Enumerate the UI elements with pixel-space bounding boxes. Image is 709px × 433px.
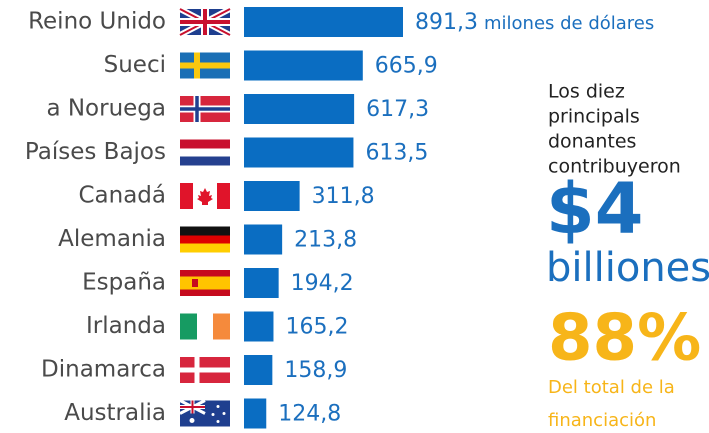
value-label: 213,8 (294, 228, 357, 253)
bar (244, 311, 274, 342)
summary-line: contribuyeron (548, 156, 681, 178)
summary-share-line: Del total de la (548, 377, 675, 398)
category-label: Sueci (104, 52, 166, 78)
value-label: 665,9 (375, 54, 438, 79)
value-label: 158,9 (284, 358, 347, 383)
flag-es (180, 270, 230, 296)
unit-label: milones de dólares (484, 13, 654, 34)
summary-amount: $4 (546, 168, 643, 250)
flag-no (180, 96, 230, 122)
value-label: 891,3 (415, 10, 478, 35)
summary-line: donantes (548, 131, 636, 153)
bar (244, 137, 354, 168)
category-label: Australia (64, 400, 166, 426)
flags (178, 6, 232, 427)
value-label: 617,3 (366, 97, 429, 122)
flag-nl (180, 139, 230, 166)
bar (244, 181, 300, 211)
bar (244, 50, 363, 81)
summary-amount-unit: billiones (546, 245, 709, 291)
summary-line: Los diez (548, 81, 625, 103)
category-label: Dinamarca (41, 357, 166, 383)
bar (244, 268, 279, 298)
summary-share: 88% (548, 302, 701, 376)
value-label: 124,8 (278, 402, 341, 427)
category-label: Países Bajos (25, 139, 166, 165)
category-label: a Noruega (46, 96, 166, 122)
flag-ca (180, 183, 230, 209)
summary-line: principals (548, 106, 640, 128)
category-label: España (82, 270, 166, 296)
bar (244, 7, 403, 37)
bar (244, 94, 355, 124)
value-label: 165,2 (285, 315, 348, 340)
flag-dk (180, 357, 230, 383)
bar (244, 398, 267, 429)
category-label: Reino Unido (28, 9, 166, 35)
category-label: Irlanda (86, 313, 166, 339)
flag-se (180, 52, 230, 79)
flag-ie (180, 313, 230, 340)
value-label: 613,5 (365, 141, 428, 166)
flag-de (180, 226, 230, 253)
flag-uk (178, 6, 232, 38)
category-label: Canadá (78, 183, 166, 209)
bar (244, 355, 273, 385)
category-label: Alemania (58, 226, 166, 252)
bar (244, 224, 283, 255)
summary-share-line: financiación (548, 410, 656, 431)
value-label: 194,2 (291, 271, 354, 296)
flag-au (179, 399, 230, 427)
value-label: 311,8 (312, 184, 375, 209)
